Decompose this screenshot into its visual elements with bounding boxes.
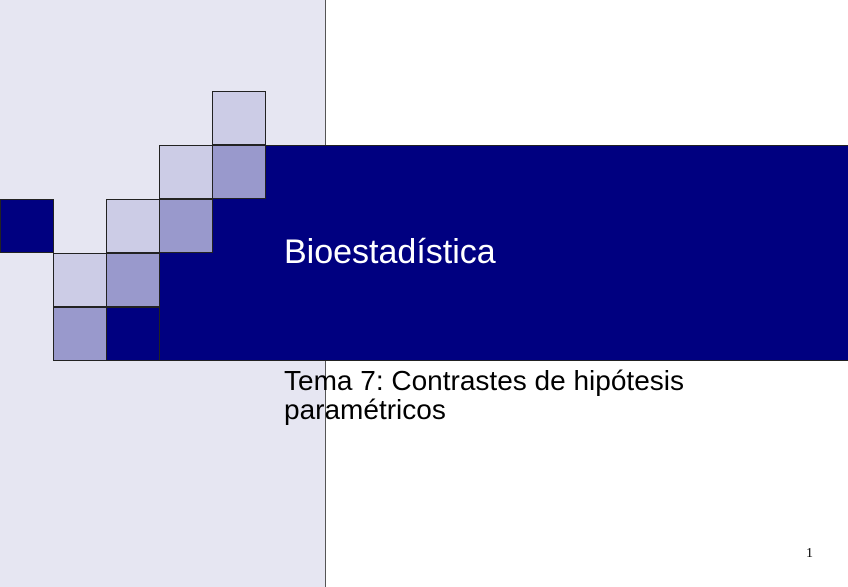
title-band [159,145,848,361]
deco-square-light [106,199,160,253]
deco-square-light [212,91,266,145]
slide-subtitle: Tema 7: Contrastes de hipótesis paramétr… [284,365,684,425]
deco-square-light [159,145,213,199]
page-number: 1 [806,546,813,561]
deco-square-mid [159,199,213,253]
deco-square-light [53,253,107,307]
deco-square-mid [106,253,160,307]
deco-square-mid [53,307,107,361]
deco-square-dark [106,307,160,361]
deco-square-dark [0,199,54,253]
slide-title: Bioestadística [284,233,496,271]
deco-square-mid [212,145,266,199]
